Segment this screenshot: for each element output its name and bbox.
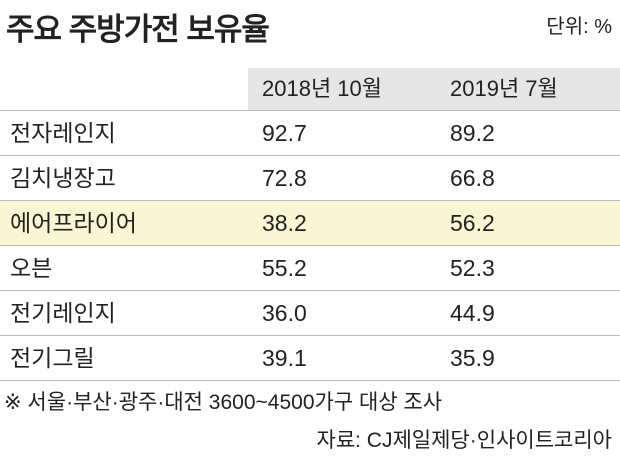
row-label: 김치냉장고 — [10, 165, 116, 191]
cell-value: 39.1 — [262, 345, 307, 371]
cell-value: 44.9 — [450, 300, 495, 326]
row-label: 에어프라이어 — [10, 210, 137, 236]
cell-value: 36.0 — [262, 300, 307, 326]
table-row: 오븐 55.2 52.3 — [0, 245, 620, 290]
cell-value: 66.8 — [450, 165, 495, 191]
cell-value: 38.2 — [262, 210, 307, 236]
row-label: 전기그릴 — [10, 345, 95, 371]
cell-value: 55.2 — [262, 255, 307, 281]
source: 자료: CJ제일제당·인사이트코리아 — [316, 429, 613, 452]
table-row: 전기레인지 36.0 44.9 — [0, 290, 620, 335]
unit: 단위: % — [546, 16, 612, 38]
table-row: 김치냉장고 72.8 66.8 — [0, 155, 620, 200]
divider — [0, 380, 620, 381]
row-label: 전기레인지 — [10, 300, 116, 326]
cell-value: 52.3 — [450, 255, 495, 281]
column-header: 2018년 10월 — [262, 76, 383, 101]
row-label: 오븐 — [10, 255, 53, 281]
cell-value: 35.9 — [450, 345, 495, 371]
header-background — [248, 68, 620, 110]
row-label: 전자레인지 — [10, 120, 116, 146]
table-row: 전자레인지 92.7 89.2 — [0, 110, 620, 155]
table-row: 전기그릴 39.1 35.9 — [0, 335, 620, 380]
cell-value: 56.2 — [450, 210, 495, 236]
table-row: 에어프라이어 38.2 56.2 — [0, 200, 620, 245]
column-header: 2019년 7월 — [450, 76, 558, 101]
footnote: ※ 서울·부산·광주·대전 3600~4500가구 대상 조사 — [4, 391, 443, 414]
title: 주요 주방가전 보유율 — [6, 12, 270, 47]
cell-value: 89.2 — [450, 120, 495, 146]
cell-value: 72.8 — [262, 165, 307, 191]
cell-value: 92.7 — [262, 120, 307, 146]
